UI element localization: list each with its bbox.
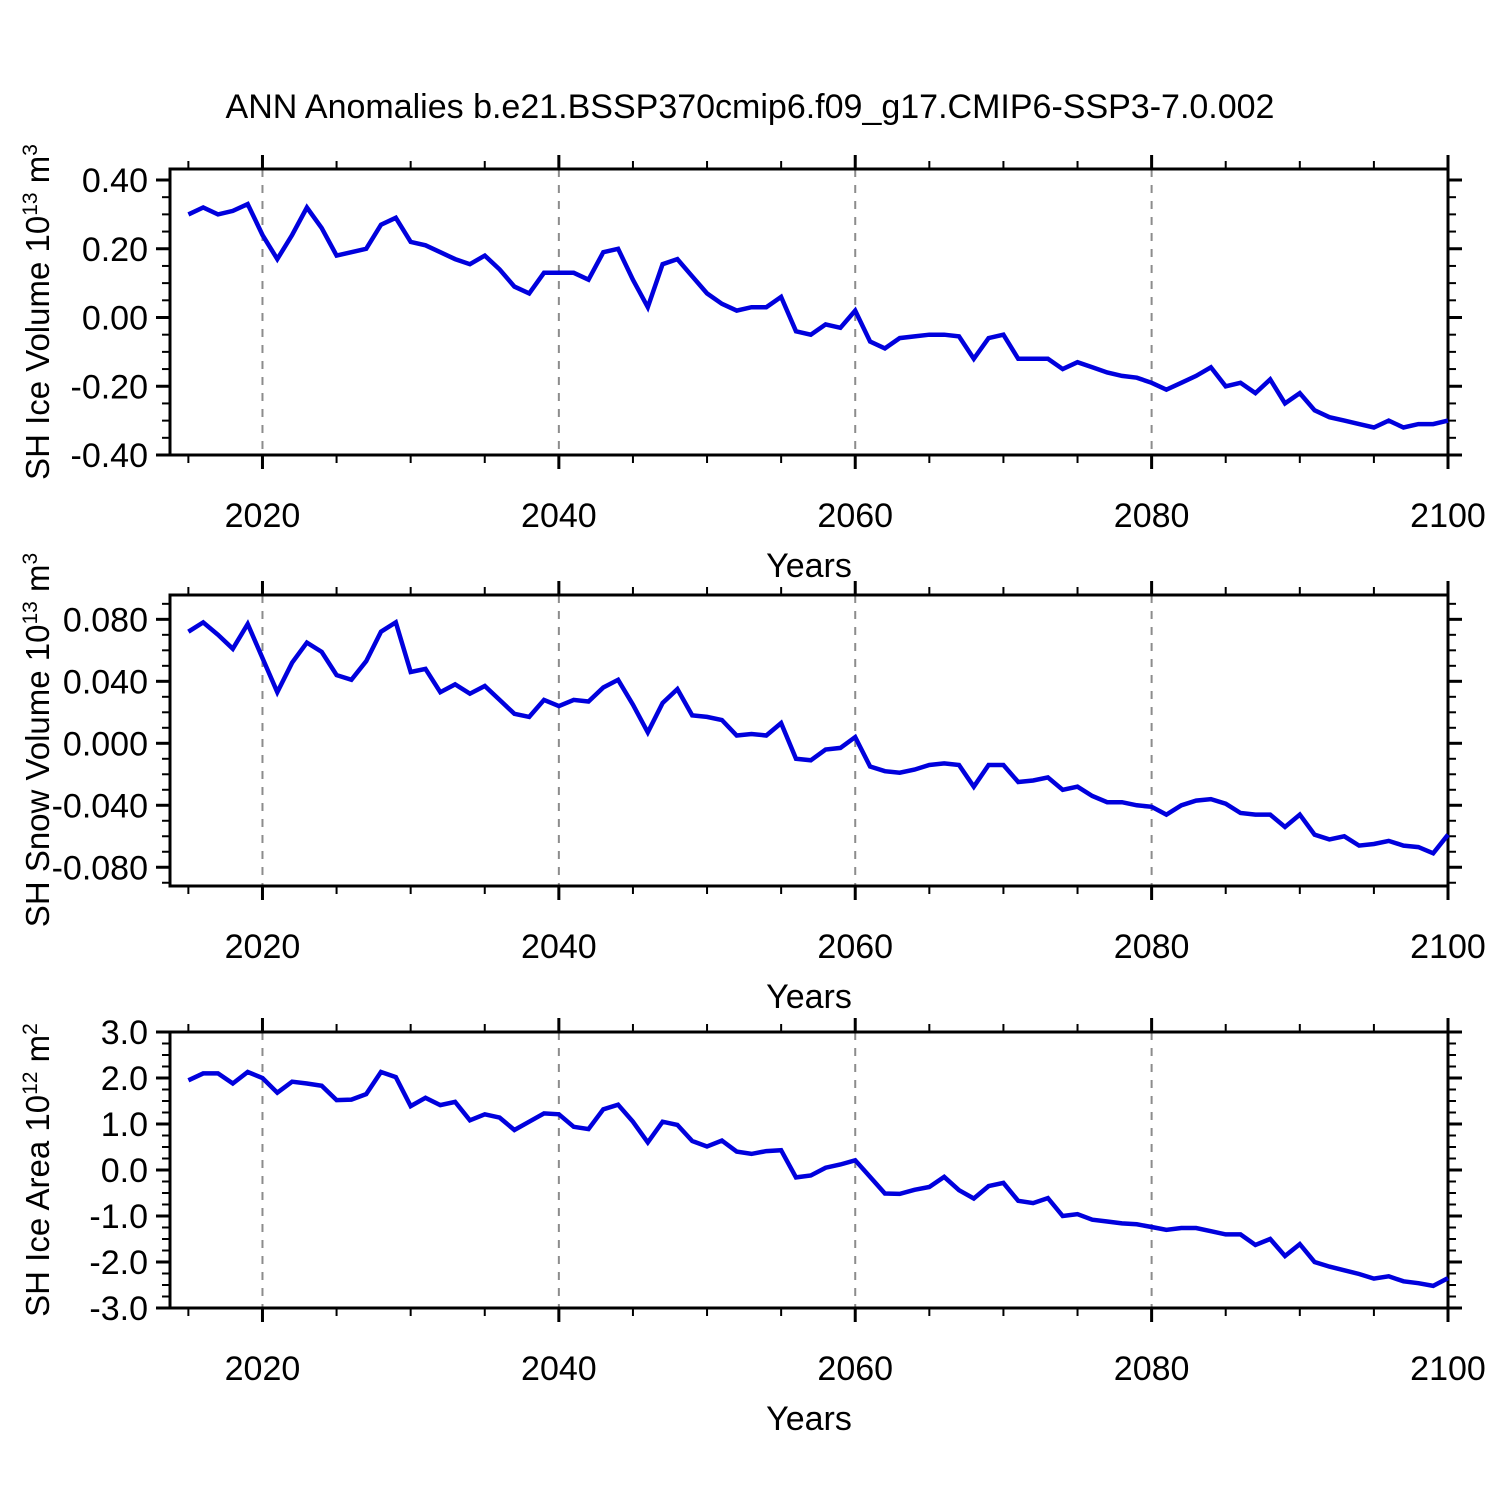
- svg-text:2040: 2040: [521, 497, 597, 535]
- y-axis-ticks: [156, 602, 1462, 884]
- svg-text:2040: 2040: [521, 928, 597, 966]
- svg-text:-0.080: -0.080: [52, 849, 148, 887]
- svg-text:1.0: 1.0: [101, 1106, 148, 1144]
- exponent: 13: [19, 601, 42, 625]
- y-axis-title-text: SH Ice Area 10: [19, 1094, 56, 1317]
- panel-sh-ice-volume: 0.40 0.20 0.00 -0.20 -0.40 2020 2040 2060 2080 21…: [71, 155, 1486, 535]
- y-axis-title-ice-area: SH Ice Area 1012 m2: [19, 1023, 57, 1317]
- exponent: 3: [19, 552, 42, 565]
- svg-text:2080: 2080: [1114, 497, 1190, 535]
- svg-text:2020: 2020: [225, 497, 301, 535]
- x-axis-ticks: [187, 581, 1450, 900]
- unit-text: m: [19, 564, 56, 602]
- svg-text:0.0: 0.0: [101, 1152, 148, 1190]
- gridlines: [261, 595, 1153, 886]
- gridlines: [261, 1032, 1153, 1308]
- exponent: 3: [19, 144, 42, 156]
- y-axis-title-text: SH Snow Volume 10: [19, 624, 56, 928]
- svg-text:-2.0: -2.0: [89, 1244, 148, 1282]
- plot-frame: [168, 593, 1450, 888]
- svg-text:0.040: 0.040: [63, 663, 148, 701]
- svg-text:2020: 2020: [225, 928, 301, 966]
- y-axis-ticks: [156, 1030, 1462, 1310]
- unit-text: m: [19, 155, 56, 193]
- exponent: 2: [19, 1023, 42, 1035]
- y-axis-title-ice-volume: SH Ice Volume 1013 m3: [19, 144, 57, 480]
- svg-text:0.00: 0.00: [82, 300, 148, 338]
- chart-title: ANN Anomalies b.e21.BSSP370cmip6.f09_g17…: [225, 88, 1275, 126]
- svg-text:-0.40: -0.40: [71, 437, 149, 475]
- y-axis-title-snow-volume: SH Snow Volume 1013 m3: [19, 553, 57, 927]
- svg-text:0.20: 0.20: [82, 231, 148, 269]
- y-tick-labels: 3.0 2.0 1.0 0.0 -1.0 -2.0 -3.0: [89, 1014, 148, 1328]
- x-axis-title: Years: [766, 1400, 852, 1438]
- svg-text:2040: 2040: [521, 1350, 597, 1388]
- svg-text:2080: 2080: [1114, 1350, 1190, 1388]
- data-series-line-sh-ice-volume: [187, 201, 1449, 430]
- exponent: 12: [19, 1071, 42, 1095]
- x-tick-labels: 2020 2040 2060 2080 2100: [225, 928, 1486, 966]
- svg-text:2060: 2060: [817, 1350, 893, 1388]
- svg-text:2100: 2100: [1410, 1350, 1486, 1388]
- svg-text:2100: 2100: [1410, 928, 1486, 966]
- y-tick-labels: 0.40 0.20 0.00 -0.20 -0.40: [71, 162, 149, 475]
- exponent: 13: [19, 192, 42, 216]
- svg-text:-3.0: -3.0: [89, 1290, 148, 1328]
- svg-text:2100: 2100: [1410, 497, 1486, 535]
- x-axis-title: Years: [766, 547, 852, 585]
- svg-text:-1.0: -1.0: [89, 1198, 148, 1236]
- svg-text:2060: 2060: [817, 497, 893, 535]
- x-tick-labels: 2020 2040 2060 2080 2100: [225, 1350, 1486, 1388]
- y-axis-title-text: SH Ice Volume 10: [19, 215, 56, 480]
- x-tick-labels: 2020 2040 2060 2080 2100: [225, 497, 1486, 535]
- data-series-line-sh-ice-area: [187, 1069, 1450, 1289]
- y-tick-labels: 0.080 0.040 0.000 -0.040 -0.080: [52, 601, 148, 887]
- svg-text:3.0: 3.0: [101, 1014, 148, 1052]
- svg-text:2.0: 2.0: [101, 1060, 148, 1098]
- svg-text:2080: 2080: [1114, 928, 1190, 966]
- svg-text:-0.040: -0.040: [52, 787, 148, 825]
- x-axis-ticks: [187, 155, 1450, 469]
- unit-text: m: [19, 1034, 56, 1072]
- svg-text:0.080: 0.080: [63, 601, 148, 639]
- svg-text:0.40: 0.40: [82, 162, 148, 200]
- y-axis-ticks: [156, 178, 1462, 457]
- svg-text:2060: 2060: [817, 928, 893, 966]
- svg-text:-0.20: -0.20: [71, 368, 149, 406]
- panel-sh-ice-area: 3.0 2.0 1.0 0.0 -1.0 -2.0 -3.0 2020 2040 2060 2080…: [89, 1014, 1485, 1388]
- x-axis-title: Years: [766, 978, 852, 1016]
- data-series-line-sh-snow-volume: [187, 618, 1450, 857]
- gridlines: [261, 169, 1153, 455]
- svg-text:2020: 2020: [225, 1350, 301, 1388]
- plot-frame: [168, 167, 1450, 457]
- plot-frame: [168, 1030, 1450, 1310]
- svg-text:0.000: 0.000: [63, 725, 148, 763]
